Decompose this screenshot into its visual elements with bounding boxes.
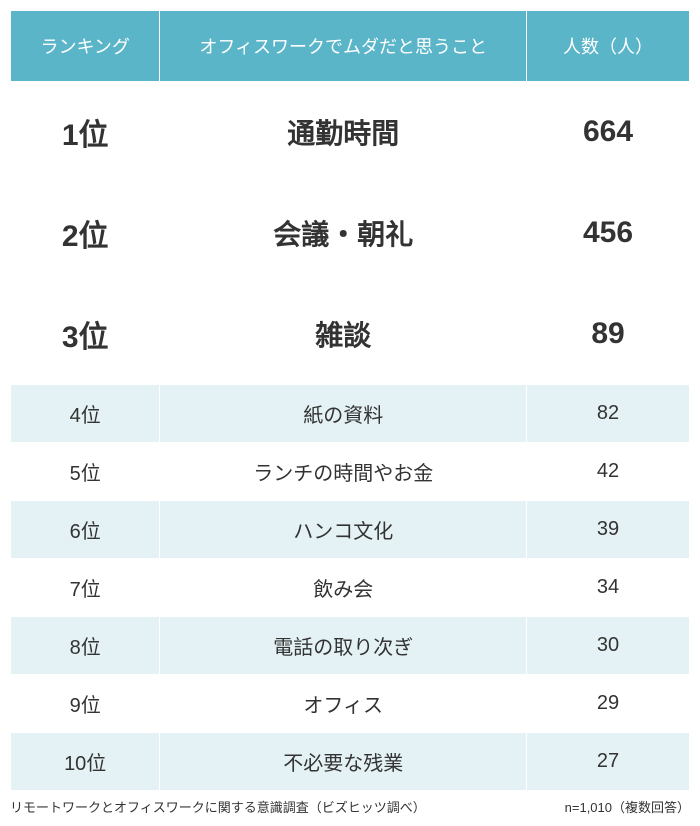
header-count: 人数（人）	[527, 11, 690, 82]
cell-item: 紙の資料	[160, 385, 527, 443]
cell-item: 電話の取り次ぎ	[160, 617, 527, 675]
header-item: オフィスワークでムダだと思うこと	[160, 11, 527, 82]
cell-item: 雑談	[160, 284, 527, 385]
table-header-row: ランキング オフィスワークでムダだと思うこと 人数（人）	[11, 11, 690, 82]
cell-rank: 6位	[11, 501, 160, 559]
table-row: 3位雑談89	[11, 284, 690, 385]
cell-count: 89	[527, 284, 690, 385]
table-row: 4位紙の資料82	[11, 385, 690, 443]
footer-sample: n=1,010（複数回答）	[565, 797, 690, 816]
cell-item: ランチの時間やお金	[160, 443, 527, 501]
table-row: 1位通勤時間664	[11, 82, 690, 183]
table-row: 6位ハンコ文化39	[11, 501, 690, 559]
cell-rank: 4位	[11, 385, 160, 443]
table-row: 10位不必要な残業27	[11, 733, 690, 791]
table-row: 7位飲み会34	[11, 559, 690, 617]
table-row: 8位電話の取り次ぎ30	[11, 617, 690, 675]
footer-source: リモートワークとオフィスワークに関する意識調査（ビズヒッツ調べ）	[10, 797, 426, 816]
cell-count: 39	[527, 501, 690, 559]
cell-rank: 9位	[11, 675, 160, 733]
cell-rank: 10位	[11, 733, 160, 791]
cell-rank: 1位	[11, 82, 160, 183]
cell-count: 82	[527, 385, 690, 443]
cell-count: 29	[527, 675, 690, 733]
cell-item: 会議・朝礼	[160, 183, 527, 284]
table-row: 9位オフィス29	[11, 675, 690, 733]
cell-item: オフィス	[160, 675, 527, 733]
cell-item: ハンコ文化	[160, 501, 527, 559]
ranking-table: ランキング オフィスワークでムダだと思うこと 人数（人） 1位通勤時間6642位…	[10, 10, 690, 791]
cell-rank: 2位	[11, 183, 160, 284]
header-rank: ランキング	[11, 11, 160, 82]
cell-count: 27	[527, 733, 690, 791]
cell-count: 34	[527, 559, 690, 617]
table-body: 1位通勤時間6642位会議・朝礼4563位雑談894位紙の資料825位ランチの時…	[11, 82, 690, 791]
cell-rank: 3位	[11, 284, 160, 385]
cell-count: 664	[527, 82, 690, 183]
cell-count: 42	[527, 443, 690, 501]
table-row: 2位会議・朝礼456	[11, 183, 690, 284]
cell-item: 通勤時間	[160, 82, 527, 183]
cell-rank: 5位	[11, 443, 160, 501]
footer: リモートワークとオフィスワークに関する意識調査（ビズヒッツ調べ） n=1,010…	[10, 797, 690, 816]
cell-rank: 7位	[11, 559, 160, 617]
cell-rank: 8位	[11, 617, 160, 675]
table-row: 5位ランチの時間やお金42	[11, 443, 690, 501]
cell-item: 不必要な残業	[160, 733, 527, 791]
cell-count: 456	[527, 183, 690, 284]
cell-count: 30	[527, 617, 690, 675]
cell-item: 飲み会	[160, 559, 527, 617]
